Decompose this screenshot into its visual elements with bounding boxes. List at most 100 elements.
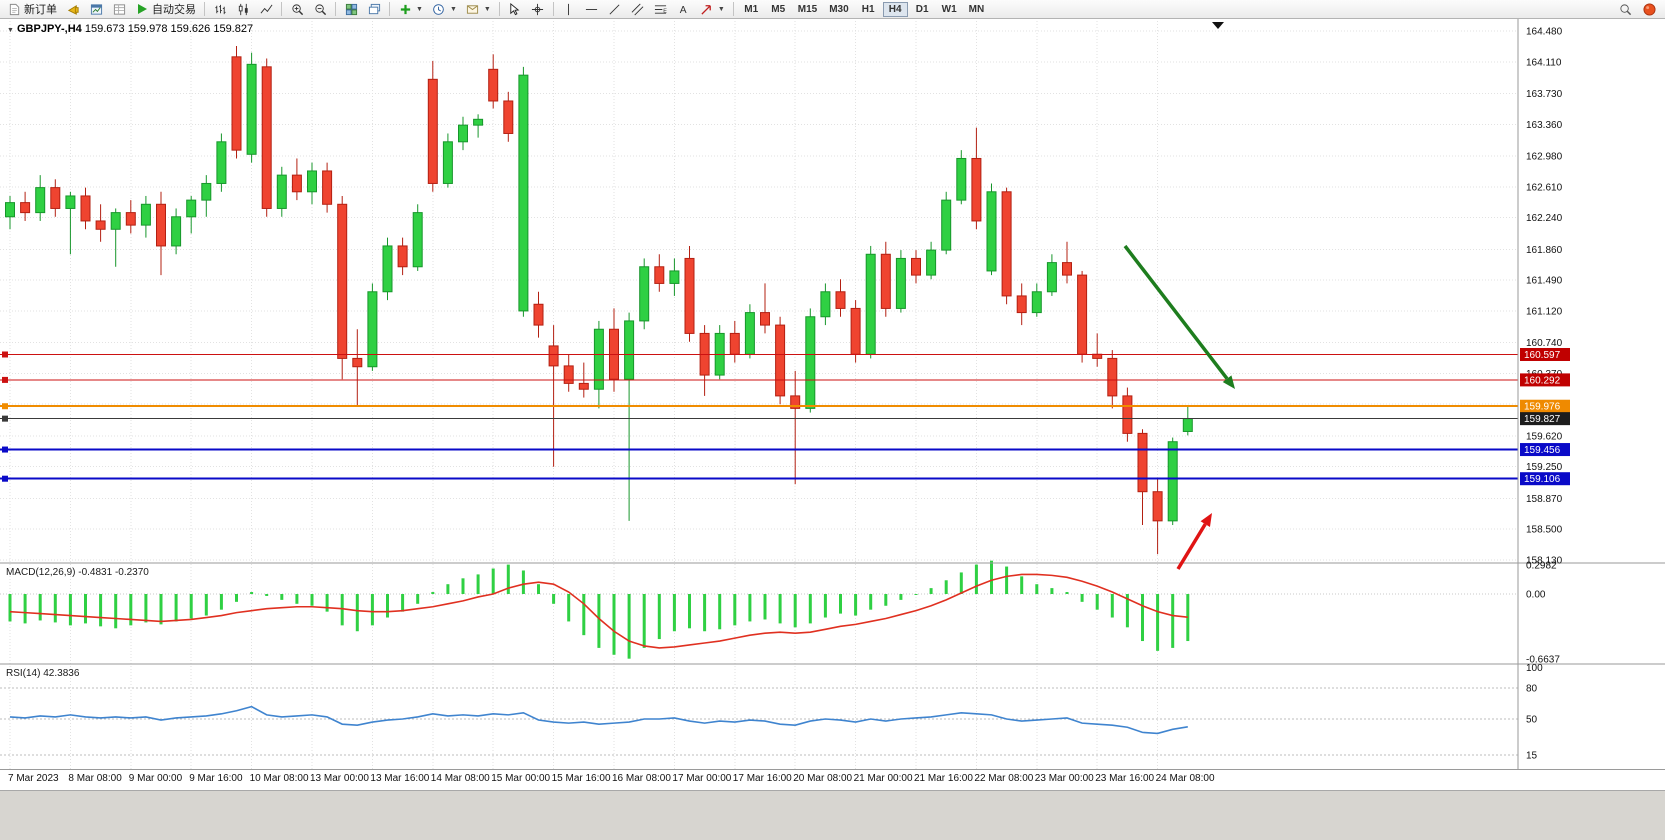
add-indicator-button[interactable]: ▼ [394,1,427,17]
cascade-windows-button[interactable] [363,1,385,17]
cursor-tool-button[interactable] [504,1,526,17]
horizontal-line-tool-button[interactable] [581,1,603,17]
date-axis[interactable]: 7 Mar 2023 8 Mar 08:00 9 Mar 00:00 9 Mar 16… [0,769,1665,790]
line-chart-button[interactable] [255,1,277,17]
chart-window-button[interactable] [85,1,107,17]
candle-body [956,157,967,201]
status-icon[interactable] [1642,2,1656,16]
candle-body [911,257,921,276]
timeframe-button-m30[interactable]: M30 [824,2,853,17]
candle-body [20,202,31,214]
channel-tool-button[interactable] [627,1,649,17]
timeframe-button-h1[interactable]: H1 [856,2,881,17]
timeframe-button-m1[interactable]: M1 [739,2,764,17]
chart-symbol-marker-icon[interactable]: ▼ [7,27,14,34]
chevron-down-icon: ▼ [483,5,491,13]
chart-shift-marker-icon[interactable] [1212,22,1224,29]
zoom-out-button[interactable] [309,1,331,17]
fibonacci-tool-button[interactable]: E [650,1,672,17]
bar-chart-button[interactable] [209,1,231,17]
macd-histogram-bar [431,592,435,594]
price-line-handle[interactable] [2,475,8,482]
macd-axis-label: 0.00 [1526,590,1546,601]
candle-body [156,203,166,247]
vertical-line-tool-button[interactable] [558,1,580,17]
macd-histogram-bar [8,594,12,622]
toolbar-separator [281,2,282,16]
arrow-tool-button[interactable]: ▼ [696,1,729,17]
down-trend-arrow-head[interactable] [1222,375,1235,389]
trendline-tool-button[interactable] [604,1,626,17]
price-axis-label: 159.620 [1526,431,1563,442]
macd-histogram-bar [793,594,797,628]
price-line-handle[interactable] [2,376,8,383]
templates-button[interactable]: ▼ [462,1,495,17]
macd-histogram-bar [189,594,193,619]
candle-body [458,124,468,143]
data-window-icon [112,2,126,16]
candle-body [382,245,393,293]
candle-body [80,195,91,222]
candlestick-chart-icon [236,2,250,16]
new-order-button[interactable]: 新订单 [3,1,61,17]
macd-histogram-bar [159,594,163,625]
price-line-handle[interactable] [2,351,8,358]
crosshair-tool-button[interactable] [527,1,549,17]
alerts-button[interactable] [62,1,84,17]
search-button[interactable] [1614,1,1636,17]
price-tag [1520,472,1570,486]
candle-body [231,56,242,151]
price-line-handle[interactable] [2,446,8,453]
up-bounce-arrow[interactable] [1176,523,1207,570]
candle-body [5,202,15,218]
macd-histogram-bar [1020,576,1024,594]
date-axis-label: 7 Mar 2023 [8,773,59,784]
price-axis-label: 162.980 [1526,151,1563,162]
date-axis-label: 21 Mar 00:00 [853,773,913,784]
candle-body [805,316,816,409]
down-trend-arrow[interactable] [1123,244,1229,380]
chart-canvas[interactable]: 164.480 164.110 163.730 163.360 162.980 162.6… [0,19,1665,769]
horizontal-line-icon [585,2,599,16]
line-chart-icon [259,2,273,16]
macd-histogram-bar [839,594,842,614]
macd-histogram-bar [340,594,344,626]
chevron-down-icon: ▼ [717,5,725,13]
price-line-handle[interactable] [2,403,8,410]
price-line-handle[interactable] [2,415,8,422]
chevron-down-icon: ▼ [416,5,423,13]
zoom-in-button[interactable] [286,1,308,17]
macd-histogram-bar [914,594,918,595]
text-label-tool-button[interactable]: A [673,1,695,17]
autotrading-button[interactable]: 自动交易 [131,1,200,17]
date-axis-label: 8 Mar 08:00 [68,773,122,784]
toolbar-separator [498,2,500,16]
price-axis-label: 160.740 [1526,338,1563,349]
chevron-down-icon: ▼ [449,5,457,13]
price-axis-label: 161.860 [1526,245,1563,256]
timeframe-button-w1[interactable]: W1 [937,2,962,17]
periods-button[interactable]: ▼ [428,1,461,17]
cursor-icon [508,2,522,16]
macd-histogram-bar [884,594,888,606]
timeframe-button-m5[interactable]: M5 [766,2,791,17]
timeframe-button-mn[interactable]: MN [964,2,990,17]
candle-body [291,174,302,193]
candle-body [397,245,408,268]
candle-body [865,253,876,355]
timeframe-button-d1[interactable]: D1 [910,2,935,17]
macd-histogram-bar [582,594,586,636]
candle-body [261,66,272,209]
macd-histogram-bar [552,594,556,604]
fibonacci-icon: E [654,2,668,16]
data-window-button[interactable] [108,1,130,17]
candle-body [744,312,755,355]
date-axis-label: 15 Mar 16:00 [551,773,611,784]
timeframe-button-h4[interactable]: H4 [882,1,908,17]
macd-histogram-bar [174,594,178,622]
up-bounce-arrow-head[interactable] [1200,513,1212,527]
alerts-icon [66,2,80,16]
timeframe-button-m15[interactable]: M15 [793,2,822,17]
tile-windows-button[interactable] [340,1,362,17]
candlestick-chart-button[interactable] [232,1,254,17]
